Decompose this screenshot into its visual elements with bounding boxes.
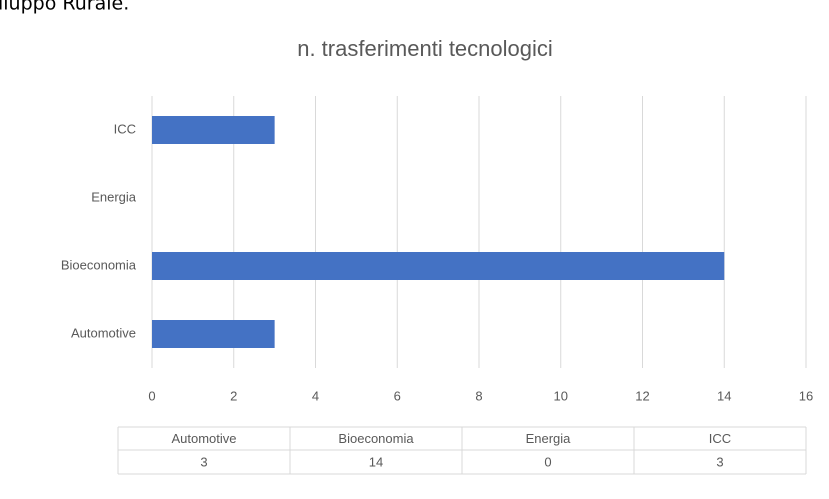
table-value: 3 — [716, 454, 723, 469]
table-value: 14 — [369, 454, 383, 469]
x-tick-label: 16 — [799, 388, 813, 403]
bar — [152, 320, 275, 348]
table-value: 0 — [544, 454, 551, 469]
x-tick-label: 6 — [394, 388, 401, 403]
x-tick-label: 4 — [312, 388, 319, 403]
y-tick-label: Energia — [91, 189, 137, 204]
bar — [152, 252, 725, 280]
y-tick-label: Bioeconomia — [61, 257, 137, 272]
table-header: Automotive — [171, 431, 236, 446]
chart-title: n. trasferimenti tecnologici — [297, 36, 553, 61]
x-tick-label: 2 — [230, 388, 237, 403]
table-header: Bioeconomia — [338, 431, 414, 446]
table-header: ICC — [709, 431, 731, 446]
x-tick-label: 12 — [635, 388, 649, 403]
bar — [152, 116, 275, 144]
y-tick-label: ICC — [114, 121, 136, 136]
caption: iluppo Rurale. — [0, 0, 129, 15]
x-tick-label: 8 — [475, 388, 482, 403]
x-tick-label: 10 — [554, 388, 568, 403]
table-header: Energia — [526, 431, 572, 446]
table-value: 3 — [200, 454, 207, 469]
x-tick-label: 14 — [717, 388, 731, 403]
y-tick-label: Automotive — [71, 325, 136, 340]
x-tick-label: 0 — [148, 388, 155, 403]
